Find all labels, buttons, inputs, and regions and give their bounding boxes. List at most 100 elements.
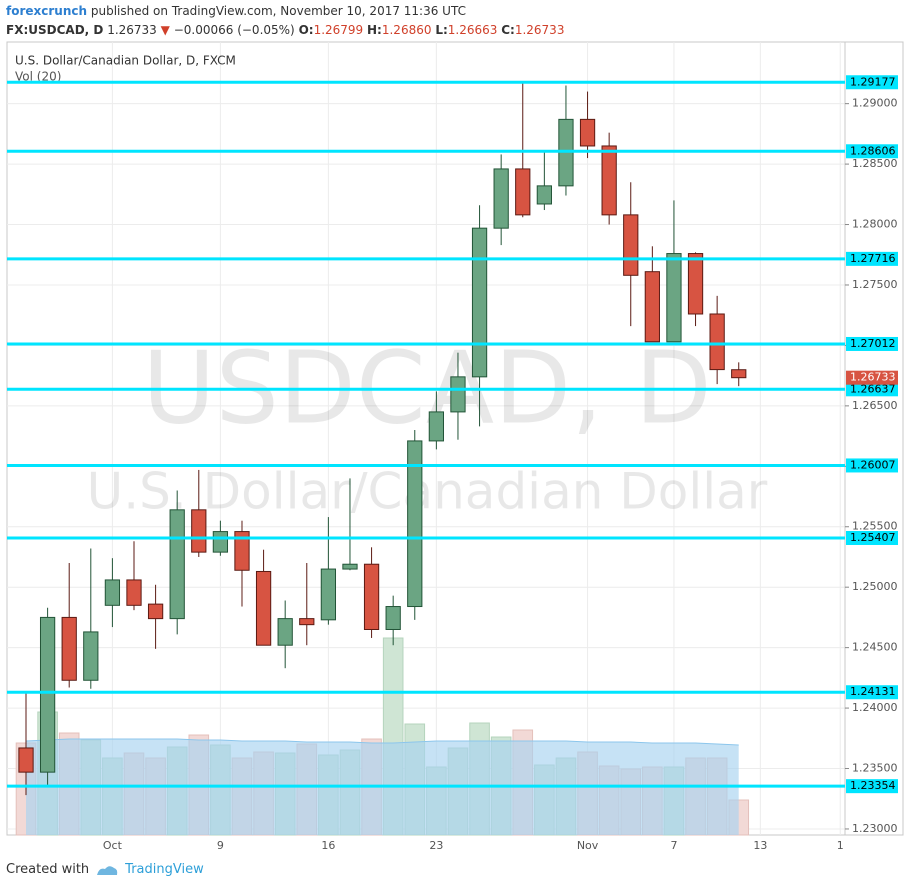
symbol: FX:USDCAD, D (6, 23, 104, 37)
ohlc-key: H: (367, 23, 382, 37)
x-tick-label: Oct (103, 839, 123, 852)
candle-body (255, 570, 272, 646)
level-tag (846, 530, 898, 545)
level-tag (846, 685, 898, 700)
candle-body (623, 214, 639, 276)
x-tick-label: 13 (753, 839, 767, 852)
candle-body (579, 118, 596, 147)
candle-body (601, 145, 617, 216)
level-tag (846, 382, 898, 397)
brand[interactable]: TradingView (125, 862, 204, 877)
y-tick-label: 1.24500 (852, 641, 898, 654)
candle-body (731, 369, 747, 379)
y-tick-label: 1.24000 (852, 701, 898, 714)
x-tick-label: 9 (217, 839, 224, 852)
chart-title: U.S. Dollar/Canadian Dollar, D, FXCM (15, 54, 236, 68)
created: Created with (6, 862, 90, 877)
level-tag (846, 251, 898, 266)
candle-body (687, 253, 704, 315)
candle-body (299, 618, 315, 626)
level-label: 1.29177 (850, 75, 896, 88)
y-tick-label: 1.25500 (852, 520, 898, 533)
last-price-label: 1.26733 (850, 371, 896, 384)
published: published on TradingView.com, November 1… (90, 4, 466, 18)
candle-body (234, 531, 250, 571)
ohlc-key: L: (435, 23, 448, 37)
header: forexcrunch published on TradingView.com… (6, 2, 564, 40)
level-label: 1.28606 (850, 144, 896, 157)
y-tick-label: 1.29000 (852, 97, 898, 110)
candle-body (277, 618, 293, 646)
ohlc-key: O: (298, 23, 314, 37)
level-tag (846, 144, 898, 159)
level-label: 1.23354 (850, 779, 896, 792)
candle-body (61, 616, 77, 681)
candle-body (212, 531, 229, 553)
arrow: ▼ (160, 23, 170, 37)
candle-body (428, 411, 444, 442)
footer: Created with TradingView (6, 862, 204, 877)
candle-body (471, 227, 488, 378)
ohlc: O:1.26799 H:1.26860 L:1.26663 C:1.26733 (299, 23, 565, 37)
publisher[interactable]: forexcrunch (6, 4, 88, 18)
candle-body (644, 271, 660, 343)
candle-body (493, 168, 509, 229)
chart: USDCAD, DU.S. Dollar/Canadian DollarU.S.… (6, 41, 904, 852)
candle-body (666, 253, 682, 343)
y-tick-label: 1.26500 (852, 399, 898, 412)
candle-body (515, 168, 531, 216)
change: −0.00066 (−0.05%) (173, 23, 295, 37)
candle-body (407, 440, 423, 608)
level-label: 1.24131 (850, 685, 896, 698)
ohlc-value: 1.26799 (313, 23, 364, 37)
level-tag (846, 458, 898, 473)
candle-body (39, 616, 56, 773)
candle-body (104, 579, 121, 606)
subtitle: Vol (20) (15, 70, 61, 84)
ohlc-value: 1.26733 (514, 23, 565, 37)
candle-body (363, 563, 380, 630)
level-tag (846, 779, 898, 794)
x-tick-label: Nov (577, 839, 599, 852)
watermark: U.S. Dollar/Canadian Dollar (87, 463, 768, 521)
candle-body (536, 185, 552, 205)
y-tick-label: 1.23500 (852, 762, 898, 775)
volume-ma-line (25, 738, 739, 746)
ohlc-value: 1.26663 (447, 23, 498, 37)
candle-body (191, 509, 207, 553)
logo (97, 865, 118, 875)
level-tag (846, 75, 898, 90)
ohlc-key: C: (501, 23, 515, 37)
x-tick-label: 16 (321, 839, 335, 852)
candle-body (169, 509, 185, 620)
level-label: 1.27012 (850, 337, 896, 350)
last-price-tag (846, 370, 898, 385)
quote-line: FX:USDCAD, D 1.26733 ▼ −0.00066 (−0.05%)… (6, 21, 564, 40)
plot-frame (6, 41, 846, 836)
level-label: 1.25407 (850, 531, 896, 544)
candle-body (147, 603, 164, 620)
y-tick-label: 1.25000 (852, 580, 898, 593)
level-label: 1.26637 (850, 382, 896, 395)
x-tick-label: 23 (429, 839, 443, 852)
y-tick-label: 1.28000 (852, 218, 898, 231)
level-tag (846, 336, 898, 351)
price-axis (844, 41, 904, 836)
candle-body (126, 579, 142, 606)
ohlc-value: 1.26860 (381, 23, 432, 37)
candle-body (83, 631, 99, 681)
candle-body (385, 606, 401, 630)
x-tick-label: 7 (670, 839, 677, 852)
level-label: 1.27716 (850, 252, 896, 265)
candle-body (18, 747, 34, 773)
candle-body (342, 563, 358, 570)
candle-body (320, 568, 337, 621)
level-label: 1.26007 (850, 458, 896, 471)
x-tick-label: 1 (837, 839, 844, 852)
last: 1.26733 (107, 23, 157, 37)
y-tick-label: 1.27500 (852, 278, 898, 291)
candle-body (450, 376, 466, 413)
y-tick-label: 1.23000 (852, 822, 898, 835)
y-tick-label: 1.28500 (852, 157, 898, 170)
